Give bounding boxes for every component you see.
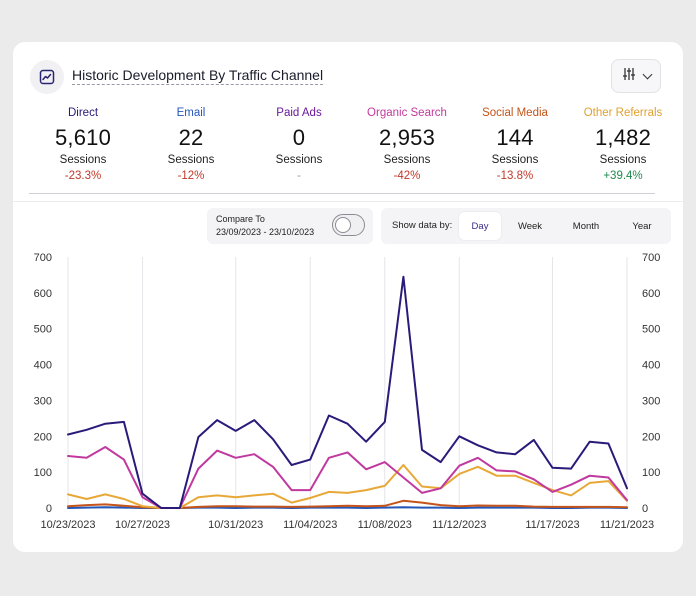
stat-label: Sessions <box>167 154 215 166</box>
series-line-direct <box>67 275 628 509</box>
compare-label: Compare To <box>216 214 265 224</box>
x-tick-label: 11/04/2023 <box>283 519 337 531</box>
x-tick-label: 11/12/2023 <box>432 519 486 531</box>
stat-change: -13.8% <box>496 170 534 182</box>
y-tick-label-left: 400 <box>34 360 52 372</box>
stat-change: -42% <box>393 170 421 182</box>
stat-channel: Email <box>176 107 206 119</box>
y-tick-label-left: 700 <box>34 252 52 264</box>
stat-channel: Social Media <box>482 107 548 119</box>
stat-change: - <box>297 170 301 182</box>
stat-label: Sessions <box>275 154 323 166</box>
stats-divider <box>29 193 655 194</box>
stat-channel: Organic Search <box>367 107 447 119</box>
stat-label: Sessions <box>59 154 107 166</box>
section-divider <box>13 201 683 202</box>
y-tick-label-right: 300 <box>642 395 660 407</box>
channel-stats: Direct 5,610 Sessions -23.3% Email 22 Se… <box>29 106 673 194</box>
stat-social-media[interactable]: Social Media 144 Sessions -13.8% <box>461 106 569 182</box>
traffic-line-chart: 0 0 100 100 200 200 300 300 400 400 500 500 600 600 70… <box>34 252 661 531</box>
series-line-organic-search <box>67 446 628 509</box>
show-by-label: Show data by: <box>392 220 453 231</box>
stat-value: 144 <box>496 125 534 150</box>
stat-value: 22 <box>178 125 204 150</box>
stat-label: Sessions <box>491 154 539 166</box>
y-tick-label-right: 600 <box>642 288 660 300</box>
stat-channel: Paid Ads <box>276 107 322 119</box>
toggle-knob <box>335 217 351 233</box>
y-tick-label-left: 600 <box>34 288 52 300</box>
stat-direct[interactable]: Direct 5,610 Sessions -23.3% <box>29 106 137 182</box>
y-tick-label-right: 200 <box>642 431 660 443</box>
x-tick-label: 10/27/2023 <box>115 519 170 531</box>
y-tick-label-right: 100 <box>642 467 660 479</box>
y-tick-label-left: 300 <box>34 395 52 407</box>
card-header: Historic Development By Traffic Channel <box>13 42 683 112</box>
y-tick-label-right: 700 <box>642 252 660 264</box>
stat-label: Sessions <box>599 154 647 166</box>
x-tick-label: 11/21/2023 <box>600 519 654 531</box>
period-month[interactable]: Month <box>572 220 600 232</box>
stat-channel: Other Referrals <box>583 107 663 119</box>
period-day[interactable]: Day <box>459 212 501 240</box>
stat-value: 5,610 <box>54 125 112 150</box>
stat-change: -23.3% <box>64 170 102 182</box>
stat-value: 0 <box>292 125 306 150</box>
y-tick-label-left: 500 <box>34 324 52 336</box>
stat-organic-search[interactable]: Organic Search 2,953 Sessions -42% <box>353 106 461 182</box>
y-tick-label-left: 0 <box>46 503 52 515</box>
y-tick-label-right: 400 <box>642 360 660 372</box>
stat-paid-ads[interactable]: Paid Ads 0 Sessions - <box>245 106 353 182</box>
stat-value: 2,953 <box>378 125 436 150</box>
y-tick-label-right: 0 <box>642 503 648 515</box>
stat-change: +39.4% <box>603 170 643 182</box>
stat-value: 1,482 <box>594 125 652 150</box>
traffic-card: Historic Development By Traffic Channel … <box>13 42 683 552</box>
y-tick-label-left: 100 <box>34 467 52 479</box>
page-title: Historic Development By Traffic Channel <box>72 67 324 85</box>
y-tick-label-right: 500 <box>642 324 660 336</box>
sliders-icon <box>622 67 636 86</box>
x-tick-label: 11/08/2023 <box>358 519 412 531</box>
filter-button[interactable] <box>611 59 661 93</box>
show-data-by-panel: Show data by: Day Week Month Year <box>381 208 671 244</box>
stat-email[interactable]: Email 22 Sessions -12% <box>137 106 245 182</box>
period-week[interactable]: Week <box>517 220 543 232</box>
stat-change: -12% <box>177 170 205 182</box>
stat-other-referrals[interactable]: Other Referrals 1,482 Sessions +39.4% <box>569 106 677 182</box>
y-tick-label-left: 200 <box>34 431 52 443</box>
stat-label: Sessions <box>383 154 431 166</box>
x-tick-label: 10/23/2023 <box>40 519 95 531</box>
x-tick-label: 11/17/2023 <box>525 519 579 531</box>
chart-line-icon <box>30 60 64 94</box>
period-year[interactable]: Year <box>632 220 652 232</box>
x-tick-label: 10/31/2023 <box>208 519 263 531</box>
stat-channel: Direct <box>67 107 99 119</box>
compare-to-panel: Compare To 23/09/2023 - 23/10/2023 <box>207 208 373 244</box>
compare-range: 23/09/2023 - 23/10/2023 <box>216 227 315 237</box>
compare-toggle[interactable] <box>332 214 365 236</box>
